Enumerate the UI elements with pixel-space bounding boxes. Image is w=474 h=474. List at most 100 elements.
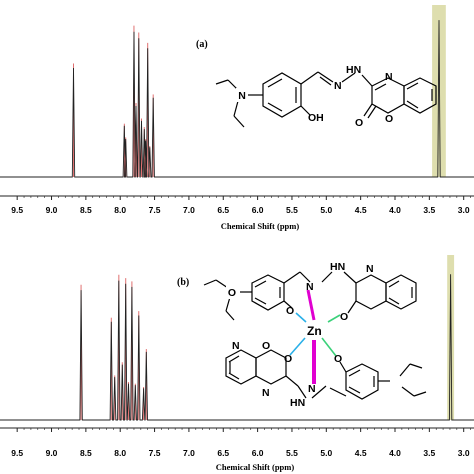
- double-bond: [348, 386, 361, 394]
- atom-labels-a: N HN N N OH O O: [236, 64, 393, 129]
- atom-o-b4: O: [334, 353, 342, 365]
- bond: [297, 385, 307, 399]
- x-tick-label: 8.0: [114, 448, 126, 458]
- x-tick-label: 7.5: [149, 448, 161, 458]
- oxazine-ring-b1: [355, 274, 387, 310]
- solvent-peak-highlight: [432, 5, 446, 177]
- x-axis-label-a: Chemical Shift (ppm): [221, 221, 300, 231]
- atom-hn-a: HN: [346, 64, 361, 76]
- atom-o-b5: N: [232, 340, 240, 352]
- bond: [215, 79, 229, 85]
- double-bond: [406, 100, 419, 109]
- bond: [341, 72, 356, 83]
- x-tick-label: 6.0: [252, 205, 264, 215]
- atom-hn-b2: HN: [290, 397, 305, 409]
- x-tick-label: 9.0: [46, 448, 58, 458]
- x-tick-label: 5.0: [320, 448, 332, 458]
- bond: [233, 115, 245, 128]
- bond: [399, 363, 411, 377]
- x-tick-label: 5.5: [286, 448, 298, 458]
- x-tick-label: 3.0: [458, 448, 470, 458]
- coordination-bonds: [289, 289, 341, 384]
- x-tick-label: 8.5: [80, 448, 92, 458]
- label-bg: [226, 286, 238, 299]
- double-bond: [374, 83, 387, 91]
- bond: [409, 363, 423, 369]
- atom-n-a2: N: [334, 80, 342, 92]
- bond: [283, 271, 301, 284]
- bond: [233, 100, 239, 117]
- x-tick-label: 9.0: [46, 205, 58, 215]
- zn-o-bond-3: [289, 337, 306, 356]
- bond: [300, 105, 311, 116]
- x-ticks-a: 9.5 9.0 8.5 8.0 7.5 7.0 6.5 6.0 5.5 5.0 4.5 4.0 3.5 3…: [11, 196, 471, 215]
- double-bond: [228, 372, 240, 380]
- double-bond: [388, 297, 400, 305]
- panel-a: 9.5 9.0 8.5 8.0 7.5 7.0 6.5 6.0 5.5 5.0 4.5 4.0 3.5 3…: [0, 5, 474, 231]
- double-bond: [267, 102, 283, 112]
- bond: [317, 71, 334, 83]
- x-tick-label: 8.5: [80, 205, 92, 215]
- x-tick-label: 6.5: [217, 448, 229, 458]
- bond: [283, 300, 293, 309]
- x-tick-label: 3.5: [423, 448, 435, 458]
- x-tick-label: 3.0: [458, 205, 470, 215]
- atom-labels-b: HN N N O O Zn O O N HN N N O O: [226, 261, 374, 409]
- atom-n-b5: O: [228, 287, 236, 299]
- atom-n-b4: N: [262, 387, 270, 399]
- structure-b: [203, 271, 427, 400]
- bond: [361, 74, 373, 87]
- x-tick-label: 3.5: [423, 205, 435, 215]
- x-tick-label: 4.0: [389, 448, 401, 458]
- bond: [339, 361, 347, 373]
- x-tick-label: 7.0: [183, 448, 195, 458]
- panel-b: 9.5 9.0 8.5 8.0 7.5 7.0 6.5 6.0 5.5 5.0 4.5 4.0 3.5 3…: [0, 255, 474, 472]
- spectrum-trace-b: [0, 274, 474, 421]
- x-axis-label-b: Chemical Shift (ppm): [216, 462, 295, 472]
- zn-o-bond-1: [295, 312, 307, 323]
- bond: [203, 279, 217, 286]
- x-ticks-b: 9.5 9.0 8.5 8.0 7.5 7.0 6.5 6.0 5.5 5.0 4.5 4.0 3.5 3…: [11, 428, 471, 458]
- double-bond: [254, 280, 267, 288]
- bond: [343, 271, 357, 284]
- atom-o-b3: O: [284, 353, 292, 365]
- atom-o-b6: O: [262, 340, 270, 352]
- solvent-peak-highlight: [447, 255, 455, 420]
- atom-o-b2: O: [340, 311, 348, 323]
- x-tick-label: 8.0: [114, 205, 126, 215]
- atom-n-a1: N: [238, 90, 246, 102]
- double-bond: [267, 78, 283, 88]
- panel-label-b: (b): [177, 277, 189, 288]
- structure-a: [215, 71, 437, 128]
- zn-o-bond-2: [327, 314, 341, 323]
- atom-o-b1: O: [286, 305, 294, 317]
- atom-n-b3: N: [308, 383, 316, 395]
- x-tick-label: 9.5: [11, 448, 23, 458]
- carbonyl-bond: [363, 103, 373, 117]
- benzene-ring-a2: [403, 77, 437, 114]
- carbonyl-bond: [347, 300, 357, 314]
- benzene-ring-b4: [345, 363, 379, 400]
- atom-o-ring-a: O: [385, 113, 393, 125]
- x-tick-label: 6.5: [217, 205, 229, 215]
- bond: [329, 387, 347, 397]
- x-tick-label: 5.5: [286, 205, 298, 215]
- x-tick-label: 7.0: [183, 205, 195, 215]
- atom-oh-a: OH: [308, 112, 324, 124]
- zn-n-bond-upper: [306, 289, 316, 321]
- bond: [285, 375, 299, 387]
- bond: [300, 71, 319, 85]
- benzene-ring-b1: [251, 274, 285, 311]
- x-tick-label: 4.5: [355, 448, 367, 458]
- double-bond: [254, 297, 267, 305]
- bond: [299, 271, 311, 283]
- x-tick-label: 7.5: [149, 205, 161, 215]
- x-tick-label: 4.0: [389, 205, 401, 215]
- panel-label-a: (a): [196, 39, 208, 50]
- zn-o-bond-4: [321, 337, 337, 357]
- oxazine-ring-b2: [255, 349, 287, 385]
- double-bond: [228, 355, 240, 363]
- atom-n-b1: N: [306, 281, 314, 293]
- double-bond: [348, 369, 361, 377]
- x-tick-label: 9.5: [11, 205, 23, 215]
